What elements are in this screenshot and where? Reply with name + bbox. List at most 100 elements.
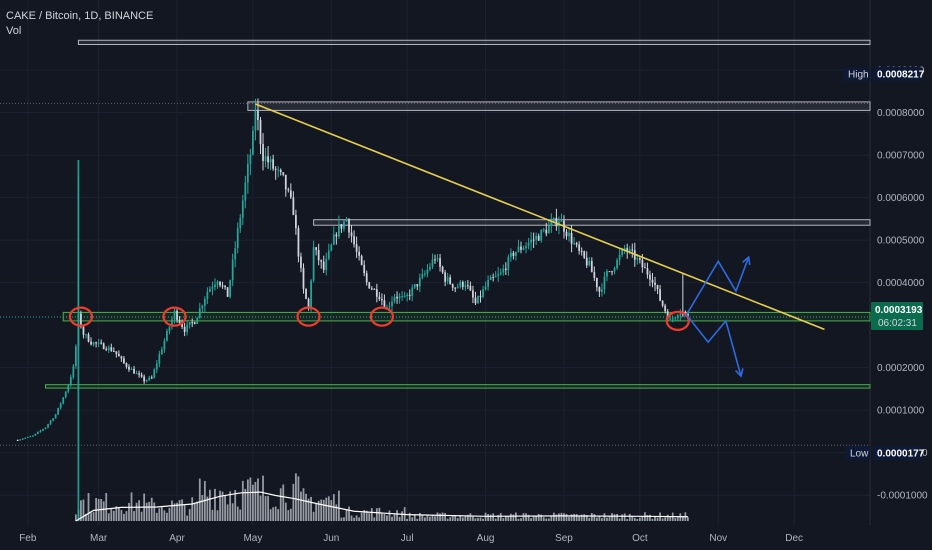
candle-body [358, 251, 361, 256]
candle-body [406, 294, 409, 297]
candle-body [257, 110, 259, 120]
candle-body [219, 281, 221, 286]
volume-bar [444, 513, 447, 521]
candle-body [573, 243, 575, 245]
candle-body [82, 326, 85, 335]
candle-body [315, 247, 318, 250]
volume-bar [358, 517, 361, 521]
volume-bar [540, 514, 543, 521]
volume-bar [272, 507, 275, 521]
candle-body [150, 377, 153, 379]
volume-bar [388, 510, 391, 521]
candle-body [211, 287, 214, 289]
candle-body [262, 144, 264, 161]
volume-bar [406, 518, 409, 521]
volume-bar [373, 517, 376, 521]
volume-bar [148, 501, 151, 521]
candle-body [102, 343, 105, 350]
candle-body [224, 285, 226, 288]
candle-body [550, 221, 553, 226]
volume-bar [656, 517, 659, 521]
candle-body [575, 243, 578, 245]
volume-bar [530, 518, 532, 521]
candle-body [616, 259, 618, 269]
candle-body [383, 300, 386, 308]
zones-layer [45, 39, 871, 389]
volume-bar [664, 517, 667, 521]
candle-body [489, 277, 492, 280]
volume-bar [601, 518, 603, 521]
candle-body [540, 229, 543, 241]
volume-bar [474, 518, 477, 521]
volume-bar [226, 504, 229, 521]
candle-body [244, 182, 247, 201]
volume-bar [532, 515, 535, 521]
candle-body [135, 373, 138, 375]
candle-body [439, 258, 441, 267]
candle-body [31, 435, 34, 437]
volume-bar [176, 502, 178, 521]
candle-body [479, 295, 482, 297]
candle-body [100, 342, 103, 344]
candle-body [338, 224, 340, 237]
candle-body [502, 268, 505, 273]
volume-bar [348, 506, 350, 521]
candle-body [598, 287, 601, 292]
volume-bar [168, 507, 171, 521]
zone-green-4 [45, 384, 871, 389]
candle-body [426, 269, 429, 274]
candle-body [638, 258, 641, 260]
volume-bar [368, 513, 371, 521]
candle-body [626, 248, 629, 252]
last-price-badge [871, 302, 923, 330]
candle-body [335, 234, 338, 237]
candle-body [178, 319, 181, 323]
candle-body [340, 224, 343, 229]
time-axis[interactable]: Feb Mar Apr May Jun Jul Aug Sep Oct Nov Dec [19, 533, 803, 544]
volume-indicator-label[interactable]: Vol [6, 25, 22, 37]
candle-body [353, 236, 355, 245]
zone-gray-2 [313, 219, 871, 226]
volume-bar [135, 502, 138, 521]
candle-body [29, 436, 32, 438]
volume-bar [115, 506, 118, 521]
volume-bar [479, 517, 482, 521]
volume-bar [613, 514, 616, 521]
volume-bar [641, 515, 644, 521]
symbol-title[interactable]: CAKE / Bitcoin, 1D, BINANCE [6, 10, 154, 22]
candle-body [593, 272, 596, 279]
volume-bar [626, 519, 629, 521]
volume-bar [282, 484, 285, 521]
candle-body [434, 259, 436, 261]
candle-body [530, 239, 532, 243]
candle-body [613, 268, 616, 272]
low-value: 0.0000177 [877, 449, 925, 460]
price-tick-label: 0.0005000 [877, 236, 925, 247]
arrow-layer [684, 255, 751, 378]
last-price-countdown: 06:02:31 [878, 318, 917, 329]
candle-body [19, 439, 22, 441]
volume-bar [401, 511, 404, 521]
volume-bar [209, 489, 211, 521]
volume-bar [451, 515, 454, 521]
candle-body [552, 217, 555, 222]
candle-body [123, 358, 125, 364]
candle-body [289, 190, 292, 198]
price-axis[interactable]: 0.00090000.00080000.00070000.00060000.00… [877, 66, 928, 502]
volume-bar [327, 496, 330, 521]
candle-body [451, 283, 454, 288]
candle-body [21, 438, 24, 440]
candle-body [378, 296, 381, 299]
volume-bar [595, 517, 598, 521]
candle-body [396, 296, 398, 299]
volume-bar [193, 502, 196, 521]
candle-body [388, 306, 391, 308]
volume-bar [353, 517, 355, 521]
candle-body [469, 285, 472, 291]
candle-body [42, 429, 44, 431]
volume-bar [563, 513, 565, 521]
candle-body [241, 200, 244, 218]
volume-bar [82, 499, 85, 521]
candlestick-series[interactable] [16, 98, 689, 441]
